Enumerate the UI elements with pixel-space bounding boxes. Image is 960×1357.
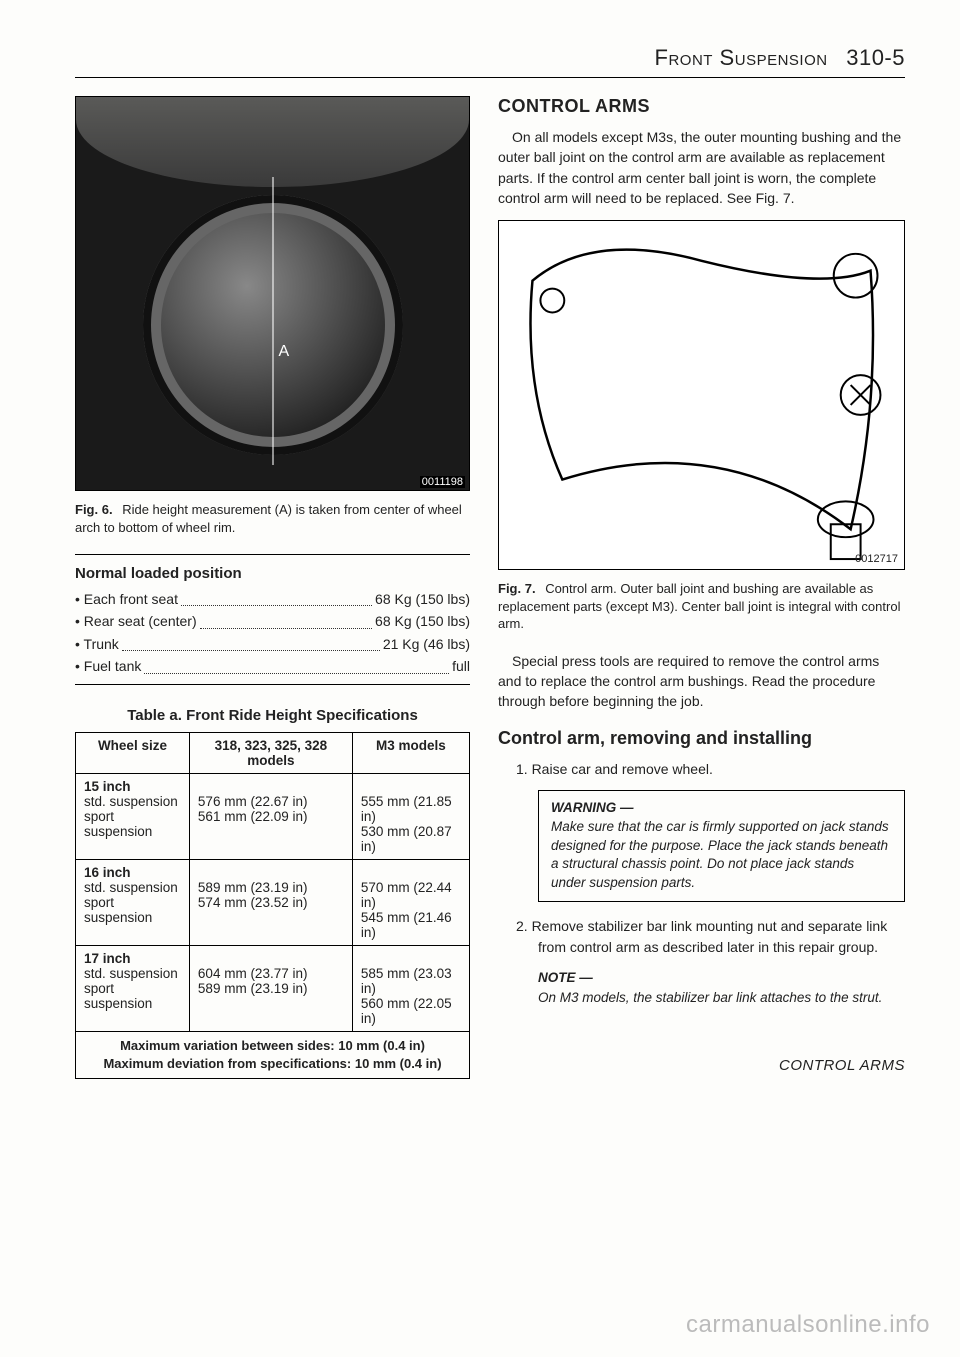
- warning-tag: WARNING —: [551, 799, 892, 818]
- step-1: 1. Raise car and remove wheel.: [498, 759, 905, 780]
- note-block: NOTE — On M3 models, the stabilizer bar …: [538, 968, 905, 1007]
- special-tools-para: Special press tools are required to remo…: [498, 651, 905, 712]
- warning-box: WARNING — Make sure that the car is firm…: [538, 790, 905, 902]
- table-row: 16 inch std. suspension sport suspension…: [76, 859, 470, 945]
- figure-7-caption: Fig. 7. Control arm. Outer ball joint an…: [498, 580, 905, 633]
- table-head: M3 models: [352, 732, 469, 773]
- table-head: Wheel size: [76, 732, 190, 773]
- load-row: • Rear seat (center)68 Kg (150 lbs): [75, 610, 470, 632]
- note-text: On M3 models, the stabilizer bar link at…: [538, 988, 905, 1008]
- figure-6-id: 0011198: [420, 476, 465, 488]
- figure-7-id: 0012717: [855, 553, 898, 565]
- table-footer: Maximum variation between sides: 10 mm (…: [76, 1031, 470, 1078]
- load-row: • Fuel tankfull: [75, 655, 470, 677]
- page-number: 310-5: [846, 45, 905, 70]
- figure-7-lead: Fig. 7.: [498, 581, 536, 596]
- note-tag: NOTE —: [538, 968, 905, 988]
- figure-6-photo: A 0011198: [75, 96, 470, 491]
- divider: [75, 554, 470, 555]
- divider: [75, 684, 470, 685]
- load-row: • Trunk21 Kg (46 lbs): [75, 633, 470, 655]
- step-2: 2. Remove stabilizer bar link mounting n…: [498, 916, 905, 958]
- load-row: • Each front seat68 Kg (150 lbs): [75, 588, 470, 610]
- normal-loaded-block: Normal loaded position • Each front seat…: [75, 565, 470, 678]
- warning-text: Make sure that the car is firmly support…: [551, 818, 892, 894]
- figure-6-lead: Fig. 6.: [75, 502, 113, 517]
- watermark: carmanualsonline.info: [686, 1311, 930, 1339]
- table-head: 318, 323, 325, 328 models: [189, 732, 352, 773]
- figure-7-diagram: 0012717: [498, 220, 905, 570]
- header-rule: [75, 77, 905, 78]
- control-arms-intro: On all models except M3s, the outer moun…: [498, 127, 905, 208]
- table-title: Table a. Front Ride Height Specification…: [75, 707, 470, 724]
- normal-loaded-title: Normal loaded position: [75, 565, 470, 582]
- ride-height-table: Wheel size 318, 323, 325, 328 models M3 …: [75, 732, 470, 1079]
- measurement-label-a: A: [279, 343, 290, 361]
- footer-section-label: CONTROL ARMS: [498, 1057, 905, 1074]
- control-arms-heading: CONTROL ARMS: [498, 96, 905, 117]
- table-row: 15 inch std. suspension sport suspension…: [76, 773, 470, 859]
- page-section: Front Suspension: [655, 45, 828, 70]
- table-row: 17 inch std. suspension sport suspension…: [76, 945, 470, 1031]
- figure-6-caption: Fig. 6. Ride height measurement (A) is t…: [75, 501, 470, 536]
- removing-installing-heading: Control arm, removing and installing: [498, 728, 905, 749]
